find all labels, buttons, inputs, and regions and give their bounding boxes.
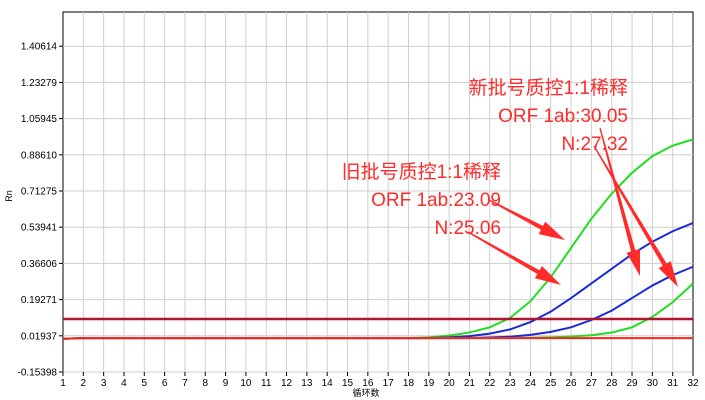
x-tick-label: 29 bbox=[626, 378, 638, 389]
annotation-arrow bbox=[593, 145, 678, 287]
x-tick-label: 24 bbox=[525, 378, 537, 389]
y-tick-label: 0.71275 bbox=[21, 187, 58, 198]
x-tick-label: 21 bbox=[464, 378, 476, 389]
annotation-text: 新批号质控1:1稀释 bbox=[469, 77, 628, 99]
x-tick-label: 9 bbox=[223, 378, 229, 389]
x-tick-label: 11 bbox=[261, 378, 272, 389]
y-tick-label: 0.19271 bbox=[21, 295, 58, 306]
y-tick-label: 0.36606 bbox=[21, 259, 58, 270]
y-tick-label: 0.88610 bbox=[21, 150, 58, 161]
x-tick-label: 16 bbox=[362, 378, 374, 389]
x-tick-label: 2 bbox=[81, 378, 87, 389]
y-axis-title: Rn bbox=[4, 190, 14, 202]
annotation-text: N:25.06 bbox=[434, 218, 501, 239]
y-tick-label: 1.05945 bbox=[21, 114, 58, 125]
series-lines bbox=[62, 138, 694, 340]
plot-area bbox=[62, 11, 694, 373]
x-tick-label: 19 bbox=[423, 378, 435, 389]
y-tick-label: 0.53941 bbox=[21, 223, 58, 234]
x-tick-label: 3 bbox=[101, 378, 107, 389]
x-tick-label: 8 bbox=[202, 378, 208, 389]
x-tick-label: 14 bbox=[322, 378, 334, 389]
x-tick-label: 6 bbox=[162, 378, 168, 389]
annotation-arrow bbox=[488, 199, 565, 240]
x-tick-label: 26 bbox=[566, 378, 578, 389]
y-tick-label: 1.23279 bbox=[21, 78, 58, 89]
annotation-text: ORF 1ab:23.09 bbox=[371, 190, 501, 211]
y-tick-label: 0.01937 bbox=[21, 331, 58, 342]
x-tick-label: 31 bbox=[667, 378, 679, 389]
x-tick-label: 5 bbox=[142, 378, 148, 389]
x-tick-label: 32 bbox=[687, 378, 699, 389]
annotation-arrows bbox=[467, 127, 678, 287]
annotation-text: 旧批号质控1:1稀释 bbox=[342, 161, 501, 183]
x-tick-label: 20 bbox=[444, 378, 456, 389]
series-line-5 bbox=[62, 337, 693, 340]
x-tick-label: 28 bbox=[606, 378, 618, 389]
annotations: 新批号质控1:1稀释 ORF 1ab:30.05 N:27.32 旧批号质控1:1稀释… bbox=[342, 77, 628, 239]
x-tick-label: 13 bbox=[301, 378, 313, 389]
annotation-arrow bbox=[599, 127, 640, 276]
annotation-text: ORF 1ab:30.05 bbox=[498, 106, 628, 127]
x-tick-label: 22 bbox=[484, 378, 496, 389]
x-tick-label: 27 bbox=[586, 378, 598, 389]
x-tick-label: 17 bbox=[383, 378, 395, 389]
annotation-arrow bbox=[467, 231, 561, 285]
x-axis-ticks: 1 2 3 4 5 6 7 8 9 10 11 12 13 14 15 16 17 18 19 20 21 22 23 24 2… bbox=[60, 372, 699, 389]
y-tick-label: 1.40614 bbox=[21, 42, 58, 53]
x-axis-title: 循环数 bbox=[352, 387, 379, 398]
x-tick-label: 18 bbox=[403, 378, 415, 389]
y-tick-label: -0.15398 bbox=[18, 368, 58, 379]
x-tick-label: 4 bbox=[121, 378, 127, 389]
x-tick-label: 10 bbox=[240, 378, 252, 389]
x-tick-label: 7 bbox=[182, 378, 188, 389]
y-axis-ticks: -0.15398 0.01937 0.19271 0.36606 0.53941 0.71… bbox=[18, 42, 63, 379]
grid bbox=[63, 12, 693, 373]
x-tick-label: 30 bbox=[647, 378, 659, 389]
x-tick-label: 1 bbox=[60, 378, 66, 389]
x-tick-label: 12 bbox=[281, 378, 293, 389]
annotation-text: N:27.32 bbox=[561, 134, 628, 155]
x-tick-label: 23 bbox=[505, 378, 517, 389]
x-tick-label: 15 bbox=[342, 378, 354, 389]
x-tick-label: 25 bbox=[545, 378, 557, 389]
